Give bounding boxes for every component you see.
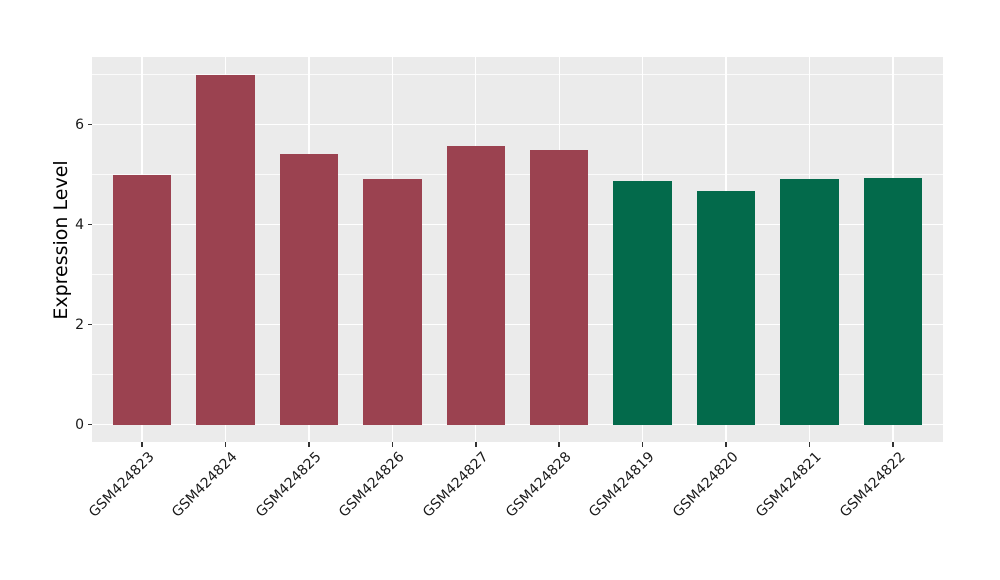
bar xyxy=(696,191,756,425)
bar xyxy=(613,181,672,425)
y-tick-label: 6 xyxy=(75,116,84,133)
y-tick-label: 0 xyxy=(75,416,84,433)
y-tick-mark xyxy=(87,423,92,426)
y-tick-mark xyxy=(87,123,92,126)
x-tick-label-text: GSM424826 xyxy=(336,449,408,521)
minor-gridline xyxy=(92,374,943,375)
x-tick-label-text: GSM424824 xyxy=(169,449,241,521)
plot-panel xyxy=(92,57,943,442)
y-tick-label: 2 xyxy=(75,316,84,333)
y-axis-title: Expression Level xyxy=(50,160,72,320)
x-tick-label-text: GSM424825 xyxy=(252,449,325,521)
bar xyxy=(780,179,839,425)
x-tick-mark xyxy=(725,442,727,447)
bar xyxy=(530,149,589,425)
x-tick-mark xyxy=(391,442,394,447)
x-tick-label-text: GSM424828 xyxy=(502,449,575,521)
x-tick-label-text: GSM424821 xyxy=(753,449,825,521)
x-tick-label-text: GSM424819 xyxy=(586,449,658,521)
bar xyxy=(363,178,422,425)
minor-gridline xyxy=(92,74,943,75)
minor-gridline xyxy=(92,274,943,275)
major-gridline xyxy=(92,223,943,226)
bar xyxy=(112,174,172,425)
major-gridline xyxy=(92,123,943,126)
x-tick-mark xyxy=(141,442,143,447)
bar xyxy=(279,153,339,425)
x-tick-mark xyxy=(308,442,310,447)
x-tick-label-text: GSM424820 xyxy=(669,449,742,521)
x-tick-mark xyxy=(558,442,560,447)
y-tick-mark xyxy=(87,223,92,226)
bar xyxy=(196,74,255,425)
x-tick-label-text: GSM424827 xyxy=(419,449,492,521)
x-tick-mark xyxy=(641,442,644,447)
y-tick-label: 4 xyxy=(75,216,84,233)
bar xyxy=(446,145,505,425)
x-tick-mark xyxy=(808,442,811,447)
minor-gridline xyxy=(92,174,943,175)
x-tick-label-text: GSM424823 xyxy=(85,449,158,521)
x-tick-mark xyxy=(224,442,227,447)
bar xyxy=(863,178,923,425)
x-tick-mark xyxy=(892,442,894,447)
major-gridline xyxy=(92,423,943,426)
x-tick-mark xyxy=(475,442,477,447)
y-tick-mark xyxy=(87,323,92,326)
x-tick-label-text: GSM424822 xyxy=(836,449,909,521)
major-gridline xyxy=(92,323,943,326)
